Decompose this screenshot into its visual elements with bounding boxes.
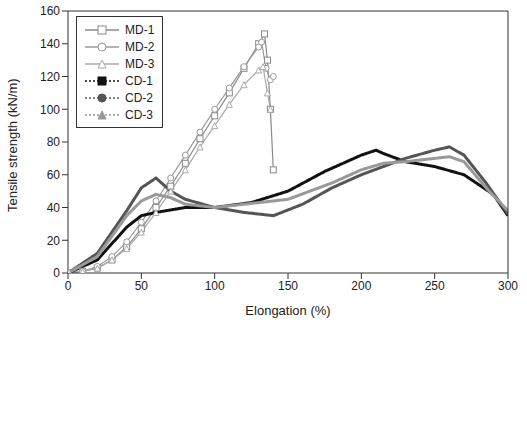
- svg-text:120: 120: [40, 70, 60, 84]
- svg-text:0: 0: [65, 279, 72, 293]
- svg-text:100: 100: [205, 279, 225, 293]
- svg-text:40: 40: [47, 201, 61, 215]
- html-text:CD-2: CD-2: [125, 90, 153, 105]
- svg-text:60: 60: [47, 168, 61, 182]
- html-text:MD-3: MD-3: [125, 56, 155, 71]
- svg-text:80: 80: [47, 135, 61, 149]
- svg-text:160: 160: [40, 4, 60, 18]
- svg-text:100: 100: [40, 103, 60, 117]
- svg-text:140: 140: [40, 37, 60, 51]
- html-text:MD-2: MD-2: [125, 39, 155, 54]
- svg-text:50: 50: [135, 279, 149, 293]
- html-text:MD-1: MD-1: [125, 22, 155, 37]
- html-text:CD-3: CD-3: [125, 107, 153, 122]
- svg-text:150: 150: [278, 279, 298, 293]
- svg-text:20: 20: [47, 234, 61, 248]
- html-text:CD-1: CD-1: [125, 73, 153, 88]
- svg-text:0: 0: [53, 266, 60, 280]
- svg-text:Elongation (%): Elongation (%): [245, 303, 330, 318]
- svg-text:300: 300: [498, 279, 518, 293]
- svg-text:200: 200: [351, 279, 371, 293]
- svg-text:Tensile strength (kN/m): Tensile strength (kN/m): [5, 78, 20, 212]
- svg-text:250: 250: [425, 279, 445, 293]
